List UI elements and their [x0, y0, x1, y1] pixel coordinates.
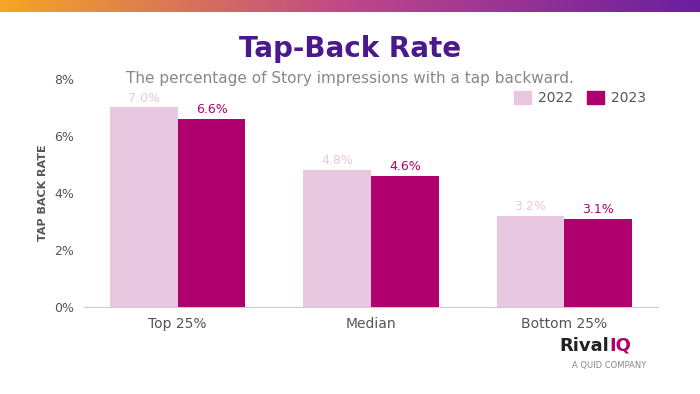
Text: IQ: IQ: [609, 336, 631, 355]
Bar: [110, 108, 178, 307]
Bar: [371, 176, 439, 307]
Text: 6.6%: 6.6%: [196, 103, 228, 116]
Text: The percentage of Story impressions with a tap backward.: The percentage of Story impressions with…: [126, 71, 574, 86]
Text: Rival: Rival: [559, 336, 609, 355]
Text: 4.8%: 4.8%: [321, 154, 353, 167]
Bar: [178, 119, 246, 307]
Legend: 2022, 2023: 2022, 2023: [509, 86, 651, 111]
Y-axis label: TAP BACK RATE: TAP BACK RATE: [38, 145, 48, 242]
Bar: [564, 219, 632, 307]
Text: 7.0%: 7.0%: [128, 91, 160, 104]
Text: 3.2%: 3.2%: [514, 200, 546, 213]
Bar: [496, 216, 564, 307]
Text: A QUID COMPANY: A QUID COMPANY: [572, 361, 646, 370]
Text: Tap-Back Rate: Tap-Back Rate: [239, 35, 461, 63]
Bar: [303, 170, 371, 307]
Text: 3.1%: 3.1%: [582, 203, 614, 216]
Text: 4.6%: 4.6%: [389, 160, 421, 173]
